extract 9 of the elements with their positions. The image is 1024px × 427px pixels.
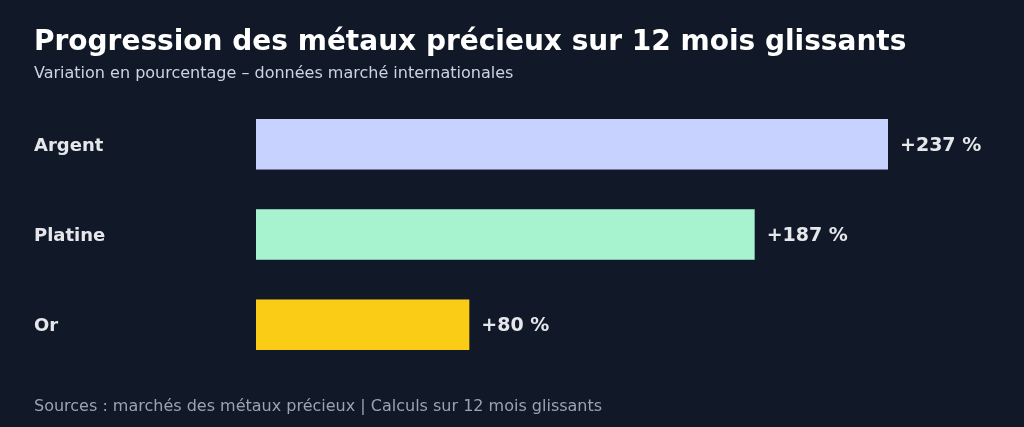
data-label: +187 % [766, 223, 848, 246]
data-label: +237 % [900, 132, 982, 155]
source-note: Sources : marchés des métaux précieux | Calculs sur 12 mois glissants [34, 396, 603, 415]
chart-title: Progression des métaux précieux sur 12 mois glissants [34, 24, 907, 57]
chart-subtitle: Variation en pourcentage – données marché internationales [34, 63, 514, 82]
y-tick-label: Platine [34, 223, 106, 245]
y-tick-label: Argent [34, 133, 104, 155]
y-tick-label: Or [34, 314, 59, 336]
data-label: +80 % [481, 313, 550, 336]
